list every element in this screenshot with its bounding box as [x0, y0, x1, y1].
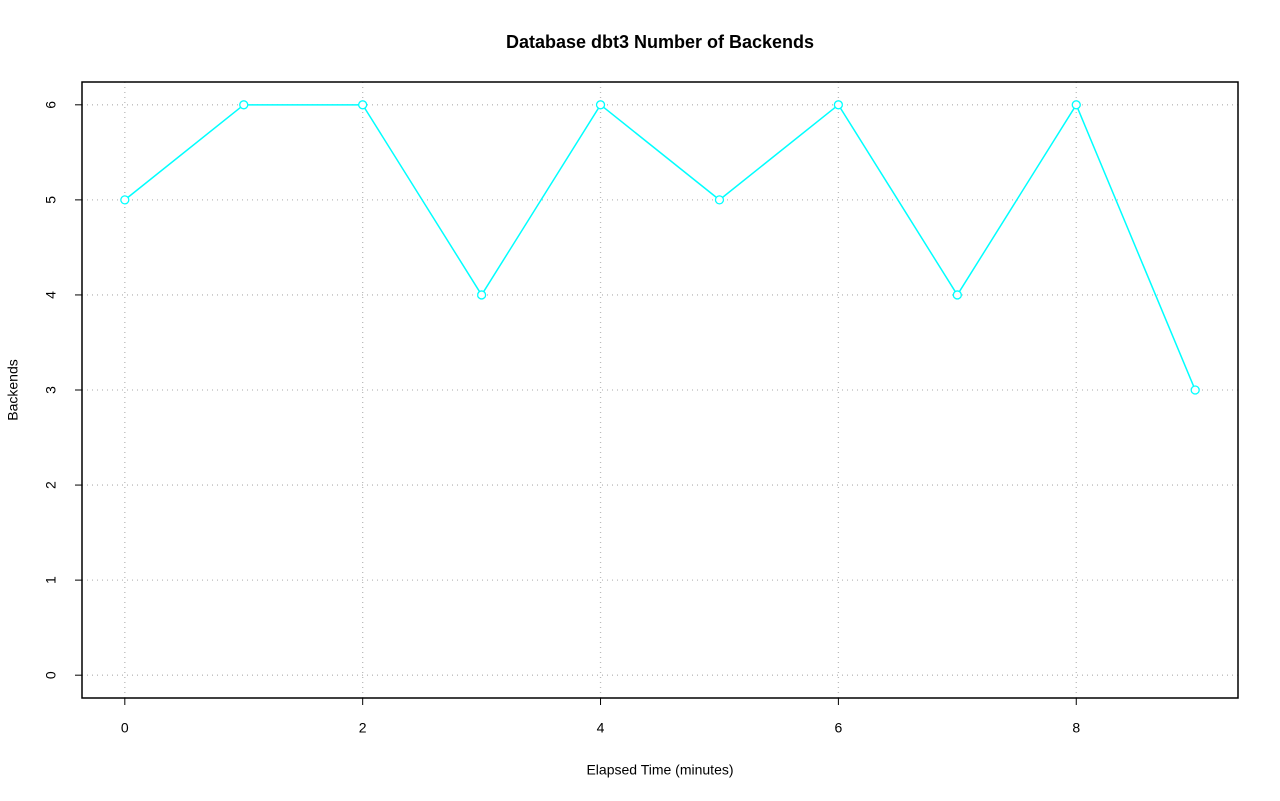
x-tick-label: 0 — [121, 720, 129, 736]
data-point — [358, 100, 368, 110]
data-point — [120, 195, 130, 205]
data-point — [595, 100, 606, 110]
y-tick-label: 4 — [43, 291, 59, 299]
data-point — [1190, 385, 1200, 395]
plot-frame — [81, 81, 1239, 699]
y-tick-label: 6 — [43, 101, 59, 109]
x-tick-label: 8 — [1072, 720, 1080, 736]
data-point — [714, 195, 725, 205]
y-tick-label: 3 — [43, 386, 59, 394]
x-axis-label: Elapsed Time (minutes) — [586, 762, 733, 778]
chart-title: Database dbt3 Number of Backends — [506, 32, 814, 52]
x-tick-label: 4 — [597, 720, 605, 736]
data-point — [952, 290, 962, 300]
y-tick-label: 5 — [43, 196, 59, 204]
y-tick-label: 1 — [43, 576, 59, 584]
y-axis-label: Backends — [5, 359, 21, 420]
data-point — [239, 100, 249, 110]
series-line — [124, 103, 1196, 391]
data-point — [833, 100, 844, 110]
data-point — [476, 290, 487, 300]
x-tick-label: 2 — [359, 720, 367, 736]
y-tick-label: 0 — [43, 671, 59, 679]
data-point — [1071, 100, 1081, 110]
x-tick-label: 6 — [834, 720, 842, 736]
y-tick-label: 2 — [43, 481, 59, 489]
